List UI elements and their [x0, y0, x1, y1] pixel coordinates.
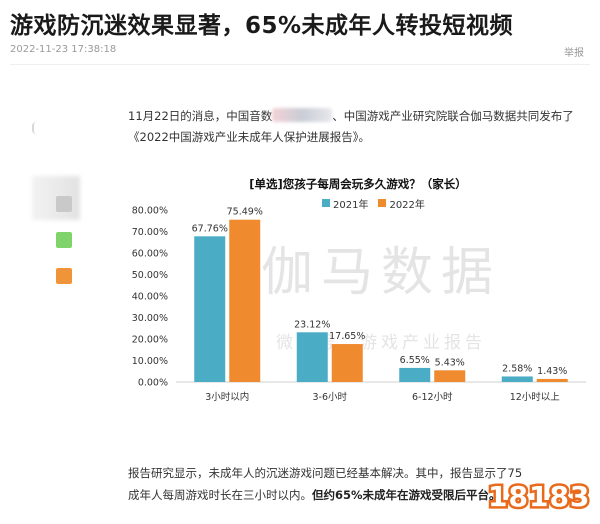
blurred-redaction [272, 108, 333, 122]
watermark-main: 伽马数据 [261, 243, 501, 303]
brand-logo: 18183 [486, 478, 592, 516]
legend-item-2021: 2021年 [322, 196, 369, 211]
legend-label-2022: 2022年 [389, 199, 425, 211]
bar-2021 [194, 236, 226, 382]
bar-value-label: 5.43% [435, 357, 465, 368]
bar-value-label: 67.76% [192, 223, 228, 234]
y-tick-label: 60.00% [132, 249, 168, 260]
legend-label-2021: 2021年 [333, 199, 369, 211]
legend-swatch-2022 [378, 199, 387, 207]
y-tick-label: 80.00% [132, 206, 168, 217]
chart-legend: 2021年 2022年 [322, 196, 425, 211]
bar-2021 [501, 376, 533, 382]
brand-logo-text: 18183 [488, 480, 590, 513]
bar-value-label: 6.55% [400, 355, 430, 366]
y-tick-label: 50.00% [132, 270, 168, 281]
bar-value-label: 75.49% [227, 207, 263, 218]
weekly-gaming-chart: 伽马数据 微信号：游戏产业报告 0.00% 10.00% 20.00% 30.00% 40.… [126, 172, 590, 412]
chart-title: [单选]您孩子每周会玩多久游戏？（家长） [249, 177, 467, 191]
x-category-label: 6-12小时 [412, 391, 453, 403]
bar-value-label: 1.43% [537, 366, 567, 377]
body-highlight: 但约65%未成年在游戏受限后 [312, 488, 467, 502]
y-tick-label: 30.00% [132, 313, 168, 324]
bar-value-label: 2.58% [502, 363, 532, 374]
y-tick-label: 20.00% [132, 335, 168, 346]
bar-2021 [296, 332, 328, 382]
side-swatch-orange [56, 268, 72, 284]
legend-swatch-2021 [322, 199, 330, 207]
intro-text-end: 、中国游戏产业研究院联合伽马数据共同发布了《2022中国游戏产业未成年人保护进展… [128, 109, 574, 144]
chart-canvas: 伽马数据微信号：游戏产业报告0.00%10.00%20.00%30.00%40.… [132, 206, 586, 403]
side-swatch-green [56, 232, 72, 248]
y-tick-label: 40.00% [132, 292, 168, 303]
y-tick-label: 10.00% [132, 356, 168, 367]
body-text-part2: 成年人每周游戏时长在三小时以内。 [128, 488, 312, 502]
body-text-part1: 报告研究显示，未成年人的沉迷游戏问题已经基本解决。其中，报告显示了75 [128, 466, 523, 480]
gutter-decoration [32, 122, 40, 134]
header-divider [10, 64, 590, 65]
bar-value-label: 17.65% [329, 331, 365, 342]
bar-2022 [229, 219, 261, 382]
bar-2021 [399, 367, 431, 382]
y-tick-label: 70.00% [132, 227, 168, 238]
bar-2022 [536, 378, 568, 382]
side-swatch-gray [56, 196, 72, 212]
article-body: 报告研究显示，未成年人的沉迷游戏问题已经基本解决。其中，报告显示了75 成年人每… [128, 462, 590, 506]
article-timestamp: 2022-11-23 17:38:18 [10, 44, 117, 55]
x-category-label: 3小时以内 [205, 391, 249, 403]
article-meta: 2022-11-23 17:38:18 举报 [10, 44, 590, 60]
article-intro: 11月22日的消息，中国音数 、中国游戏产业研究院联合伽马数据共同发布了《2022… [128, 106, 590, 148]
article-headline: 游戏防沉迷效果显著，65%未成年人转投短视频 [10, 13, 514, 39]
y-tick-label: 0.00% [138, 378, 168, 389]
bar-2022 [434, 370, 466, 382]
bar-value-label: 23.12% [294, 319, 330, 330]
report-link[interactable]: 举报 [564, 48, 584, 59]
body-tail: 平台。 [466, 488, 501, 502]
x-category-label: 12小时以上 [510, 391, 561, 403]
left-gutter [0, 82, 40, 482]
x-category-label: 3-6小时 [312, 391, 347, 403]
bar-2022 [331, 344, 363, 382]
legend-item-2022: 2022年 [378, 196, 425, 211]
intro-text-start: 11月22日的消息，中国音数 [128, 109, 273, 123]
